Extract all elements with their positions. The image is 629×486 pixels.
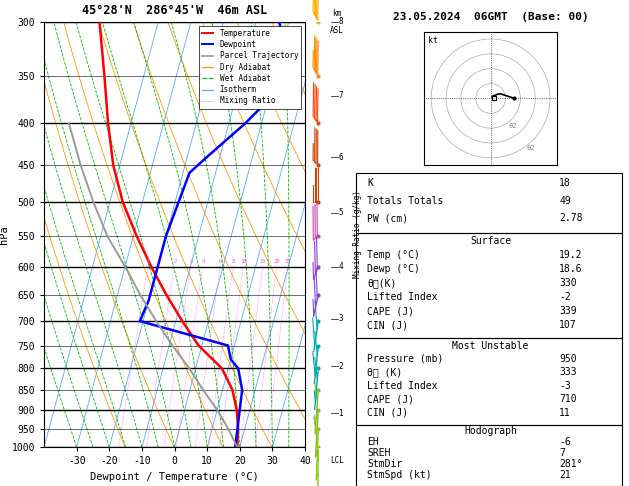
Text: -2: -2 — [559, 292, 571, 302]
Text: 1: 1 — [338, 409, 343, 417]
Text: PW (cm): PW (cm) — [367, 213, 408, 223]
Text: 10: 10 — [240, 259, 247, 264]
Text: Hodograph: Hodograph — [464, 426, 517, 436]
Text: 7: 7 — [338, 91, 343, 101]
Text: 18: 18 — [559, 178, 571, 189]
Text: Totals Totals: Totals Totals — [367, 196, 443, 206]
Text: θᴄ(K): θᴄ(K) — [367, 278, 397, 288]
Text: 21: 21 — [559, 470, 571, 480]
Text: 49: 49 — [559, 196, 571, 206]
Text: CAPE (J): CAPE (J) — [367, 394, 415, 404]
Text: Mixing Ratio (g/kg): Mixing Ratio (g/kg) — [353, 191, 362, 278]
Text: θᴄ (K): θᴄ (K) — [367, 367, 403, 378]
Text: Surface: Surface — [470, 236, 511, 246]
Text: 45°28'N  286°45'W  46m ASL: 45°28'N 286°45'W 46m ASL — [82, 4, 267, 17]
Text: 6: 6 — [219, 259, 222, 264]
Text: 19.2: 19.2 — [559, 250, 582, 260]
Text: -6: -6 — [559, 437, 571, 447]
Text: 8: 8 — [232, 259, 235, 264]
Text: ASL: ASL — [330, 26, 343, 35]
Text: CAPE (J): CAPE (J) — [367, 306, 415, 316]
Text: 950: 950 — [559, 354, 577, 364]
Text: CIN (J): CIN (J) — [367, 408, 408, 418]
Text: 1: 1 — [147, 259, 150, 264]
Text: StmSpd (kt): StmSpd (kt) — [367, 470, 432, 480]
Text: LCL: LCL — [330, 456, 343, 465]
Bar — [356, 173, 622, 233]
Text: 3: 3 — [189, 259, 192, 264]
Text: θ2: θ2 — [508, 123, 517, 129]
Bar — [356, 233, 622, 338]
Text: 4: 4 — [201, 259, 204, 264]
Text: 8: 8 — [338, 17, 343, 26]
Text: 2: 2 — [338, 362, 343, 371]
Text: -3: -3 — [559, 381, 571, 391]
Text: θ2: θ2 — [526, 145, 535, 152]
Text: StmDir: StmDir — [367, 459, 403, 469]
Text: 5: 5 — [338, 208, 343, 217]
Text: 2.78: 2.78 — [559, 213, 582, 223]
Legend: Temperature, Dewpoint, Parcel Trajectory, Dry Adiabat, Wet Adiabat, Isotherm, Mi: Temperature, Dewpoint, Parcel Trajectory… — [199, 26, 301, 108]
Text: Most Unstable: Most Unstable — [452, 341, 529, 350]
Text: EH: EH — [367, 437, 379, 447]
Text: 4: 4 — [338, 262, 343, 271]
Text: 18.6: 18.6 — [559, 264, 582, 274]
Y-axis label: hPa: hPa — [0, 225, 9, 244]
Text: Pressure (mb): Pressure (mb) — [367, 354, 443, 364]
Text: km: km — [332, 9, 342, 17]
Text: 330: 330 — [559, 278, 577, 288]
Text: 23.05.2024  06GMT  (Base: 00): 23.05.2024 06GMT (Base: 00) — [392, 12, 589, 22]
Text: 6: 6 — [338, 153, 343, 162]
Text: Lifted Index: Lifted Index — [367, 381, 438, 391]
Text: 333: 333 — [559, 367, 577, 378]
Text: SREH: SREH — [367, 448, 391, 458]
Text: 339: 339 — [559, 306, 577, 316]
Text: Lifted Index: Lifted Index — [367, 292, 438, 302]
Text: 107: 107 — [559, 320, 577, 330]
Text: 710: 710 — [559, 394, 577, 404]
Text: 7: 7 — [559, 448, 565, 458]
Text: 281°: 281° — [559, 459, 582, 469]
Text: 15: 15 — [260, 259, 266, 264]
Text: Dewp (°C): Dewp (°C) — [367, 264, 420, 274]
X-axis label: Dewpoint / Temperature (°C): Dewpoint / Temperature (°C) — [90, 472, 259, 482]
Text: 25: 25 — [285, 259, 291, 264]
Text: CIN (J): CIN (J) — [367, 320, 408, 330]
Text: kt: kt — [428, 36, 438, 45]
Text: 2: 2 — [173, 259, 176, 264]
Bar — [356, 338, 622, 425]
Text: 11: 11 — [559, 408, 571, 418]
Text: 20: 20 — [274, 259, 281, 264]
Text: 3: 3 — [338, 314, 343, 323]
Text: Temp (°C): Temp (°C) — [367, 250, 420, 260]
Text: K: K — [367, 178, 373, 189]
Bar — [356, 425, 622, 486]
